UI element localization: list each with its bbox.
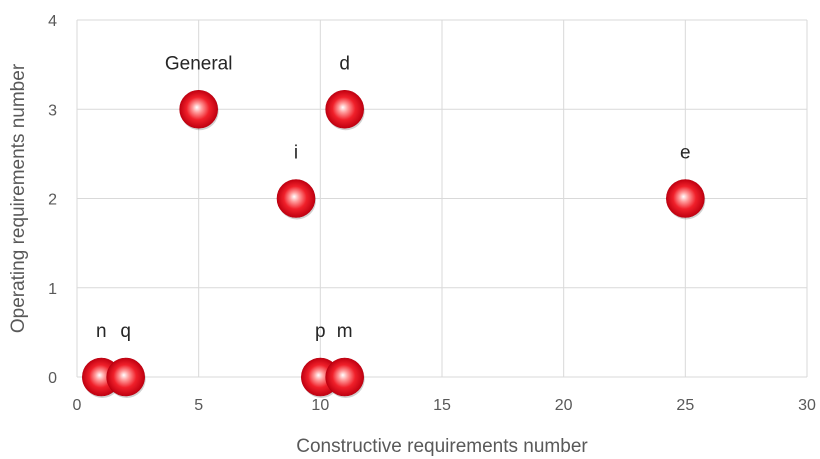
data-point [325,89,364,129]
x-tick-label: 20 [555,397,573,414]
data-point-label: p [315,321,326,342]
data-point-label: General [165,53,233,74]
data-point-label: q [120,321,131,342]
data-point [179,89,218,129]
y-tick-label: 0 [48,370,57,387]
x-tick-label: 15 [433,397,451,414]
x-tick-label: 0 [73,397,82,414]
data-point-label: d [339,53,350,74]
y-tick-label: 1 [48,281,57,298]
data-point [276,179,316,218]
data-point [666,179,705,218]
y-axis-title: Operating requirements number [8,63,29,333]
data-point-label: i [294,143,298,164]
tick-labels: 0 5 10 15 20 25 30 0 1 2 3 4 [48,13,816,414]
x-tick-label: 5 [194,397,203,414]
y-tick-label: 4 [48,13,57,30]
data-point-label: e [680,143,691,164]
x-axis-title: Constructive requirements number [296,436,588,457]
y-tick-label: 3 [48,102,57,119]
point-labels: General d i e n q p m [96,53,691,342]
data-point-label: n [96,321,107,342]
y-tick-label: 2 [48,192,57,209]
data-point [325,357,364,397]
x-tick-label: 30 [798,397,816,414]
data-points [82,89,706,398]
data-point-label: m [337,321,353,342]
data-point [106,357,145,397]
x-tick-label: 25 [676,397,694,414]
x-tick-label: 10 [311,397,329,414]
